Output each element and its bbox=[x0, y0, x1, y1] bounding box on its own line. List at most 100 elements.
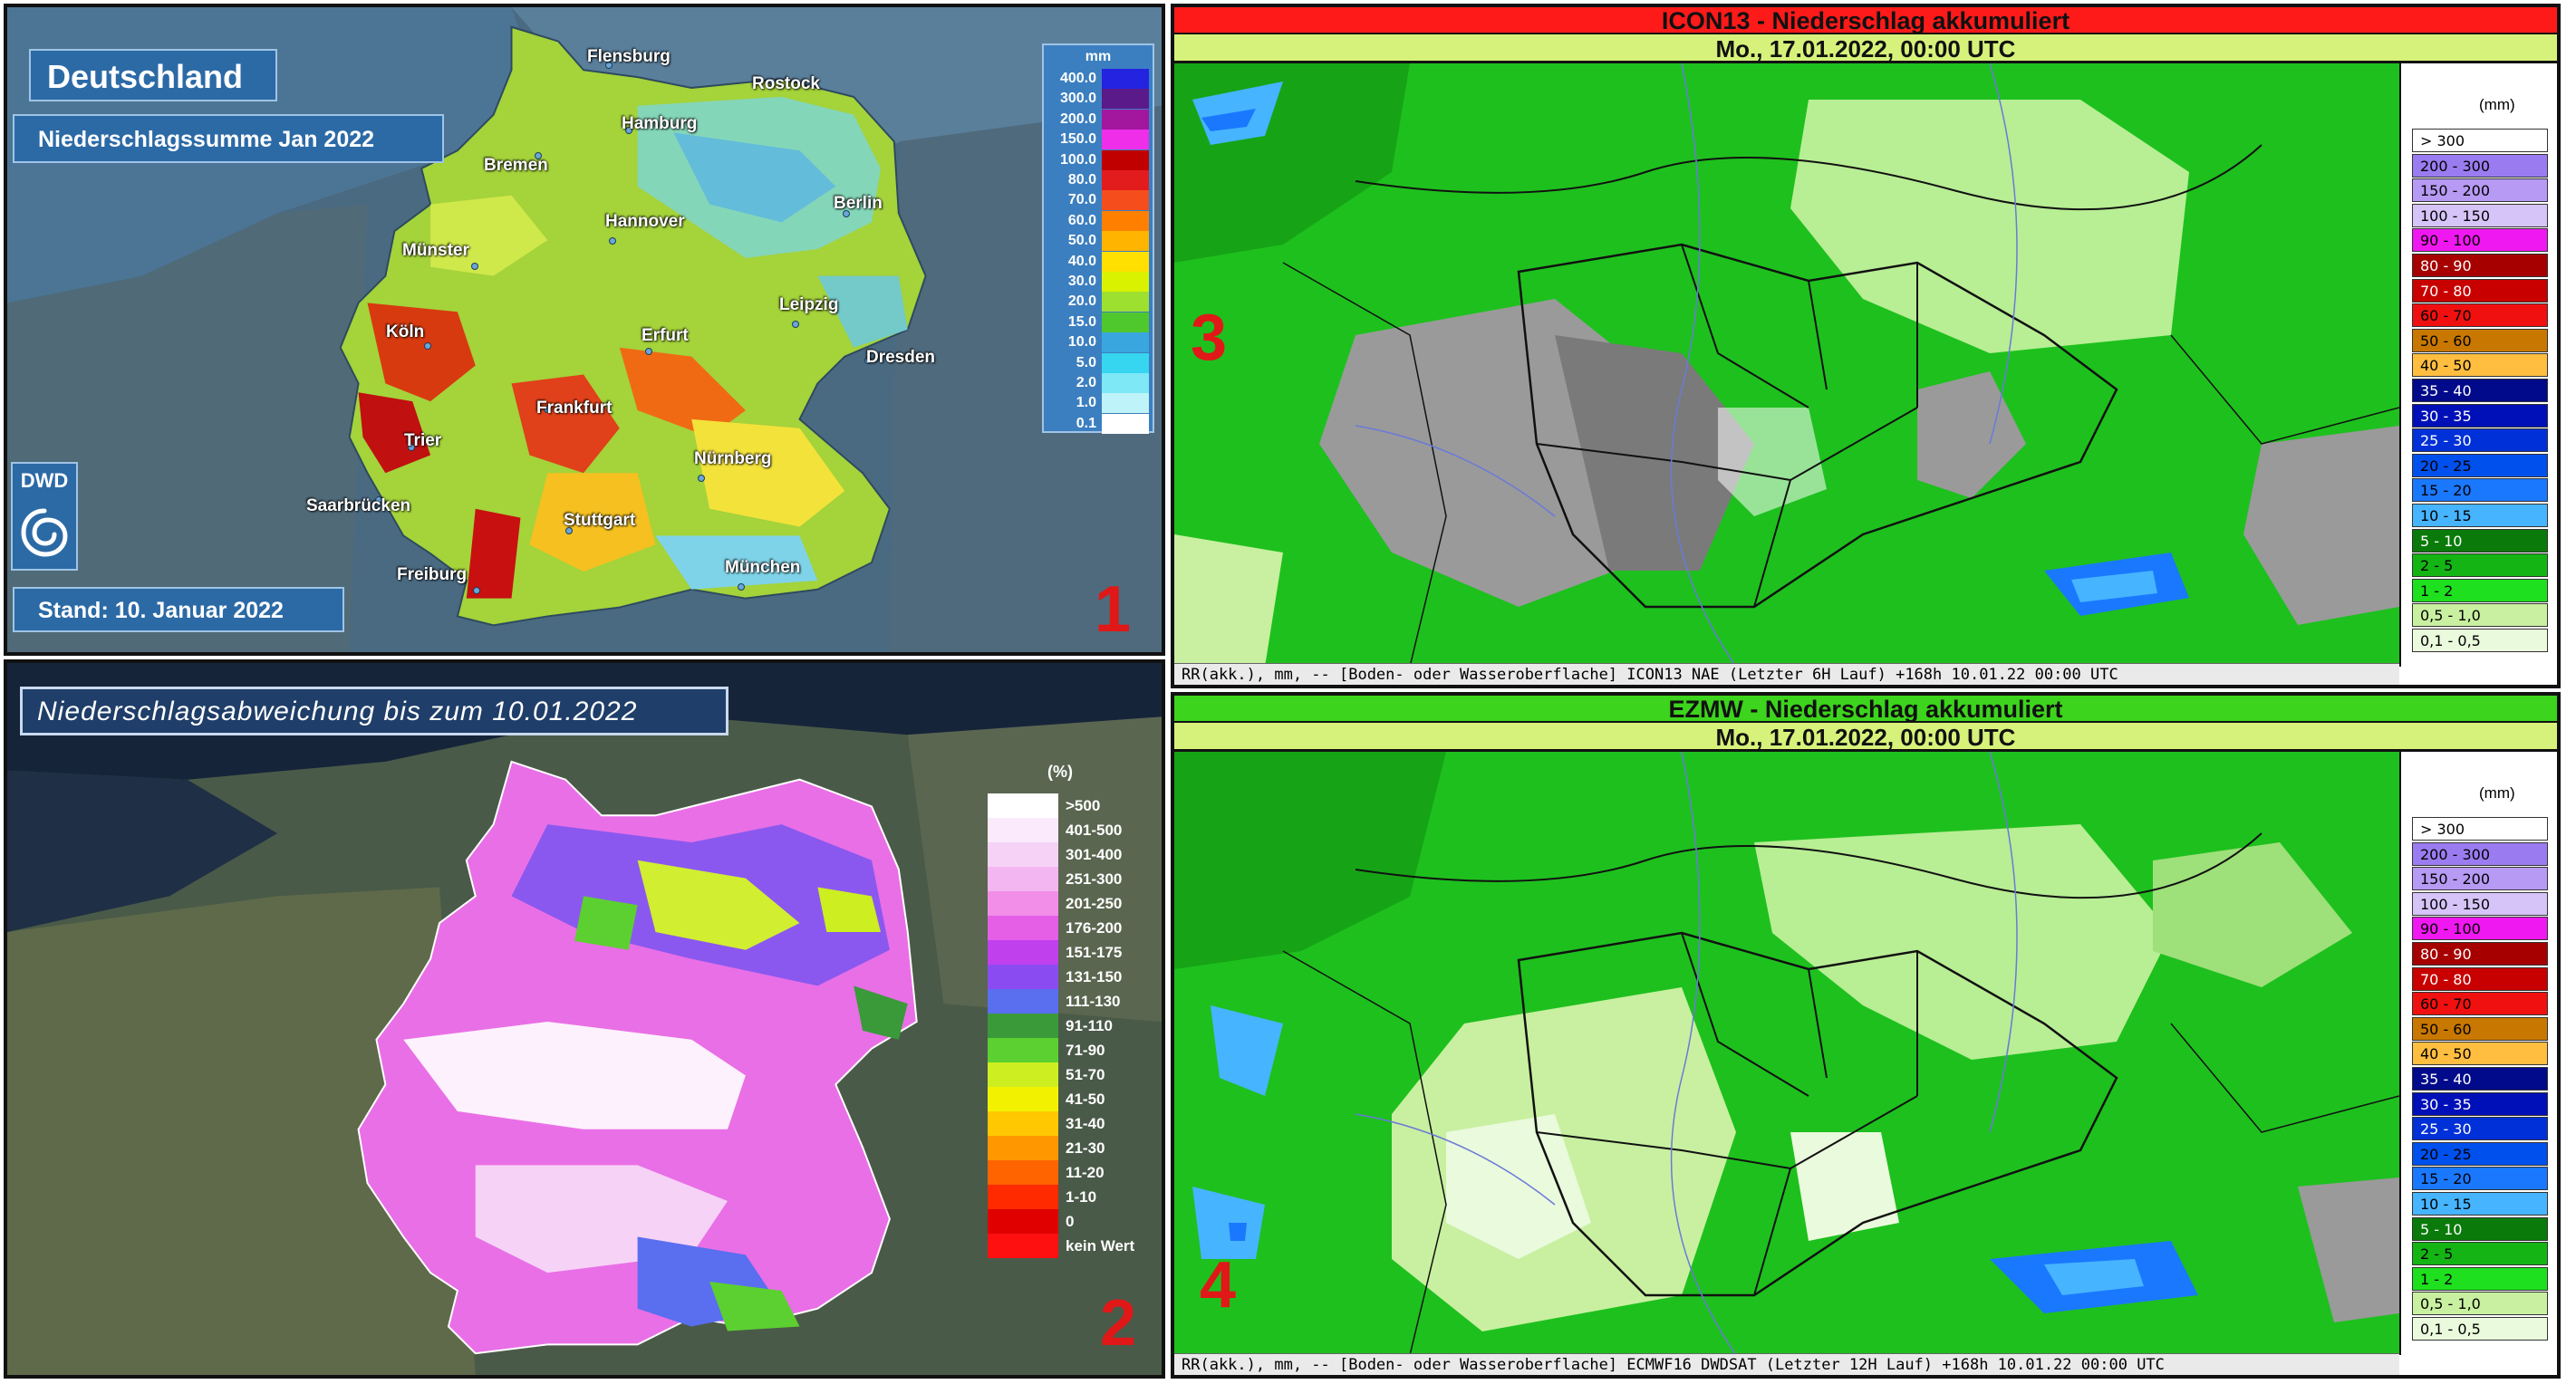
legend-row: > 300 bbox=[2412, 817, 2548, 841]
city-marker bbox=[471, 263, 478, 270]
city-marker bbox=[565, 527, 573, 534]
icon13-forecast-panel: ICON13 - Niederschlag akkumuliert Mo., 1… bbox=[1171, 4, 2561, 688]
legend-swatch bbox=[988, 793, 1058, 818]
legend-row: 50 - 60 bbox=[2412, 328, 2548, 352]
legend-label: 1 - 2 bbox=[2420, 1270, 2454, 1288]
legend-row: 300.0 bbox=[1049, 89, 1151, 110]
legend-row: 51-70 bbox=[988, 1062, 1160, 1087]
deviation-title: Niederschlagsabweichung bis zum 10.01.20… bbox=[20, 687, 728, 735]
city-marker bbox=[698, 475, 705, 482]
city-marker bbox=[738, 583, 745, 591]
map-footer: RR(akk.), mm, -- [Boden- oder Wasserober… bbox=[1174, 1353, 2399, 1375]
legend-unit: (mm) bbox=[2479, 96, 2515, 113]
legend-label: 100 - 150 bbox=[2420, 207, 2491, 225]
legend-unit: (mm) bbox=[2479, 784, 2515, 802]
legend-label: 80.0 bbox=[1067, 172, 1096, 187]
city-label: Münster bbox=[402, 241, 469, 260]
legend-row: 1 - 2 bbox=[2412, 1266, 2548, 1291]
precip-deviation-panel: Niederschlagsabweichung bis zum 10.01.20… bbox=[4, 659, 1165, 1379]
legend-row: 80 - 90 bbox=[2412, 942, 2548, 966]
legend-row: 30 - 35 bbox=[2412, 403, 2548, 428]
legend-label: 60 - 70 bbox=[2420, 995, 2472, 1014]
legend-swatch bbox=[1102, 332, 1149, 353]
legend-label: 15 - 20 bbox=[2420, 482, 2472, 500]
legend-swatch: 100 - 150 bbox=[2412, 891, 2548, 916]
city-marker bbox=[535, 152, 542, 159]
legend-row: 150 - 200 bbox=[2412, 867, 2548, 891]
city-label: Bremen bbox=[484, 156, 548, 175]
panel-number: 2 bbox=[1100, 1287, 1137, 1360]
legend-swatch: 80 - 90 bbox=[2412, 942, 2548, 966]
legend-label: 1 - 2 bbox=[2420, 581, 2454, 600]
region-title: Deutschland bbox=[29, 49, 277, 101]
legend-swatch bbox=[1102, 292, 1149, 312]
legend-label: 151-175 bbox=[1066, 944, 1123, 961]
legend-label: 0,5 - 1,0 bbox=[2420, 1295, 2481, 1313]
legend-row: 31-40 bbox=[988, 1111, 1160, 1136]
legend-swatch: 30 - 35 bbox=[2412, 1091, 2548, 1116]
legend-swatch: 70 - 80 bbox=[2412, 278, 2548, 303]
legend-swatch: 20 - 25 bbox=[2412, 453, 2548, 477]
legend-label: 30 - 35 bbox=[2420, 407, 2472, 425]
legend-swatch bbox=[1102, 149, 1149, 170]
legend-label: 301-400 bbox=[1066, 846, 1123, 863]
legend-unit: (%) bbox=[1047, 763, 1073, 781]
legend-swatch bbox=[988, 1160, 1058, 1185]
legend-row: 15.0 bbox=[1049, 312, 1151, 332]
legend-label: 70.0 bbox=[1067, 192, 1096, 208]
city-marker bbox=[645, 348, 652, 355]
legend-swatch bbox=[1102, 393, 1149, 414]
dwd-logo-text: DWD bbox=[20, 469, 69, 492]
legend-row: 20.0 bbox=[1049, 292, 1151, 312]
legend-row: 200 - 300 bbox=[2412, 153, 2548, 178]
legend-swatch: 100 - 150 bbox=[2412, 203, 2548, 227]
legend-row: 0 bbox=[988, 1209, 1160, 1234]
legend-swatch: 25 - 30 bbox=[2412, 1117, 2548, 1141]
legend-swatch: 90 - 100 bbox=[2412, 917, 2548, 941]
legend-row: 25 - 30 bbox=[2412, 1117, 2548, 1141]
legend-swatch: 2 - 5 bbox=[2412, 1242, 2548, 1266]
legend-row: 11-20 bbox=[988, 1160, 1160, 1185]
legend-swatch: 40 - 50 bbox=[2412, 1042, 2548, 1066]
legend-swatch: > 300 bbox=[2412, 817, 2548, 841]
city-label: Hannover bbox=[605, 212, 685, 231]
legend-label: 100.0 bbox=[1059, 151, 1096, 168]
city-label: Frankfurt bbox=[536, 399, 613, 418]
legend-swatch: > 300 bbox=[2412, 129, 2548, 152]
city-label: Saarbrücken bbox=[306, 496, 411, 515]
legend-label: 0,5 - 1,0 bbox=[2420, 607, 2481, 625]
legend-swatch: 200 - 300 bbox=[2412, 841, 2548, 866]
legend-row: 150.0 bbox=[1049, 130, 1151, 150]
legend-label: > 300 bbox=[2420, 132, 2465, 149]
legend-row: 60 - 70 bbox=[2412, 303, 2548, 328]
city-marker bbox=[605, 62, 613, 69]
legend-label: 5 - 10 bbox=[2420, 532, 2463, 550]
legend-label: 41-50 bbox=[1066, 1091, 1105, 1108]
legend-row: 60 - 70 bbox=[2412, 992, 2548, 1016]
legend-label: 30.0 bbox=[1067, 274, 1096, 289]
legend-label: 400.0 bbox=[1059, 71, 1096, 86]
legend-label: 40 - 50 bbox=[2420, 357, 2472, 375]
legend-swatch bbox=[988, 891, 1058, 916]
legend-label: 200 - 300 bbox=[2420, 157, 2491, 175]
legend-label: 50 - 60 bbox=[2420, 332, 2472, 350]
icon13-precip-map: 3 bbox=[1174, 63, 2399, 667]
city-marker bbox=[768, 78, 776, 85]
legend-row: 100 - 150 bbox=[2412, 891, 2548, 916]
legend-label: 401-500 bbox=[1066, 822, 1123, 839]
ezmw-forecast-panel: EZMW - Niederschlag akkumuliert Mo., 17.… bbox=[1171, 692, 2561, 1379]
legend-row: 25 - 30 bbox=[2412, 428, 2548, 453]
legend-label: 71-90 bbox=[1066, 1042, 1105, 1059]
precip-sum-panel: Deutschland Niederschlagssumme Jan 2022 … bbox=[4, 4, 1165, 656]
legend-row: 150 - 200 bbox=[2412, 178, 2548, 203]
legend-row: 111-130 bbox=[988, 989, 1160, 1014]
legend-swatch: 200 - 300 bbox=[2412, 153, 2548, 178]
legend-label: 2.0 bbox=[1076, 375, 1096, 390]
legend-swatch bbox=[1102, 413, 1149, 434]
legend-row: 1-10 bbox=[988, 1185, 1160, 1209]
legend-row: 90 - 100 bbox=[2412, 228, 2548, 253]
legend-swatch bbox=[1102, 352, 1149, 373]
legend-label: 5.0 bbox=[1076, 354, 1096, 370]
legend-label: 100 - 150 bbox=[2420, 895, 2491, 913]
legend-row: 35 - 40 bbox=[2412, 379, 2548, 402]
